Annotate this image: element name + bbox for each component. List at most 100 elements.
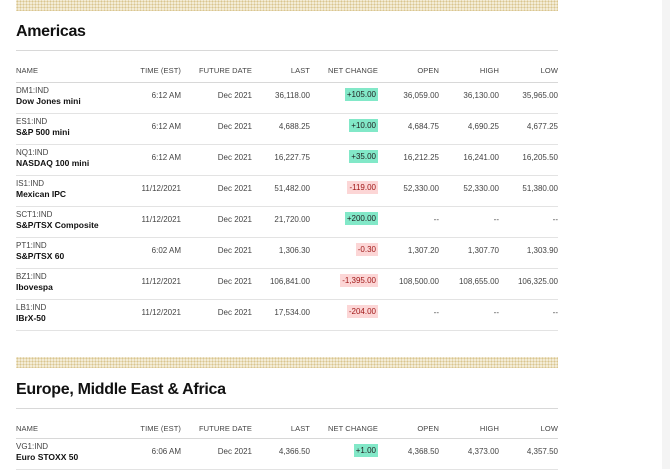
cell-name[interactable]: S&P/TSX Composite [16,220,99,230]
table-row[interactable]: SCT1:IND S&P/TSX Composite 11/12/2021 Dec 2… [16,206,558,238]
cell-future-date: Dec 2021 [217,91,252,100]
cell-low: -- [552,215,558,224]
cell-low: 35,965.00 [522,91,558,100]
cell-time: 6:12 AM [151,91,181,100]
cell-low: 106,325.00 [517,277,558,286]
cell-high: 36,130.00 [463,91,499,100]
cell-low: 1,303.90 [526,246,558,255]
cell-future-date: Dec 2021 [217,122,252,131]
cell-symbol[interactable]: LB1:IND [16,303,47,312]
cell-net-change: -1,395.00 [340,274,378,287]
cell-symbol[interactable]: ES1:IND [16,117,48,126]
cell-open: 36,059.00 [403,91,439,100]
cell-net-change: -0.30 [355,243,378,256]
cell-open: 108,500.00 [398,277,439,286]
cell-time: 11/12/2021 [141,215,181,224]
cell-open: -- [433,308,439,317]
cell-net-change: +10.00 [349,119,378,132]
column-header-open[interactable]: OPEN [417,424,439,433]
column-header-future-date[interactable]: FUTURE DATE [198,424,252,433]
cell-symbol[interactable]: VG1:IND [16,442,49,451]
section-divider-pattern [16,357,558,368]
cell-last: 21,720.00 [274,215,310,224]
cell-symbol[interactable]: NQ1:IND [16,148,49,157]
cell-low: 51,380.00 [522,184,558,193]
column-header-time[interactable]: TIME (EST) [140,424,181,433]
column-header-net-change[interactable]: NET CHANGE [327,424,378,433]
cell-future-date: Dec 2021 [217,447,252,456]
column-header-high[interactable]: HIGH [479,424,499,433]
cell-high: 1,307.70 [467,246,499,255]
cell-net-change: +105.00 [344,88,378,101]
cell-future-date: Dec 2021 [217,184,252,193]
cell-open: 4,684.75 [407,122,439,131]
cell-low: -- [552,308,558,317]
cell-symbol[interactable]: BZ1:IND [16,272,47,281]
cell-name[interactable]: S&P 500 mini [16,127,70,137]
table-header-americas: NAME TIME (EST) FUTURE DATE LAST NET CHA… [16,66,558,78]
cell-symbol[interactable]: SCT1:IND [16,210,53,219]
cell-time: 6:12 AM [151,122,181,131]
cell-net-change: -204.00 [346,305,378,318]
table-row[interactable]: LB1:IND IBrX-50 11/12/2021 Dec 2021 17,534.0… [16,299,558,331]
column-header-time[interactable]: TIME (EST) [140,66,181,75]
cell-low: 16,205.50 [522,153,558,162]
table-header-emea: NAME TIME (EST) FUTURE DATE LAST NET CHA… [16,424,558,436]
cell-high: -- [493,308,499,317]
cell-name[interactable]: Euro STOXX 50 [16,452,79,462]
cell-net-change: +1.00 [353,444,378,457]
cell-name[interactable]: Dow Jones mini [16,96,81,106]
cell-future-date: Dec 2021 [217,246,252,255]
cell-time: 11/12/2021 [141,184,181,193]
cell-high: 4,690.25 [467,122,499,131]
cell-name[interactable]: Ibovespa [16,282,53,292]
table-row[interactable]: IS1:IND Mexican IPC 11/12/2021 Dec 2021 51,4… [16,175,558,207]
column-header-name[interactable]: NAME [16,66,39,75]
column-header-name[interactable]: NAME [16,424,39,433]
cell-high: 16,241.00 [463,153,499,162]
column-header-open[interactable]: OPEN [417,66,439,75]
cell-name[interactable]: IBrX-50 [16,313,46,323]
cell-name[interactable]: NASDAQ 100 mini [16,158,90,168]
column-header-last[interactable]: LAST [290,424,310,433]
cell-future-date: Dec 2021 [217,215,252,224]
cell-high: -- [493,215,499,224]
cell-open: -- [433,215,439,224]
cell-name[interactable]: S&P/TSX 60 [16,251,65,261]
column-header-low[interactable]: LOW [540,66,558,75]
cell-symbol[interactable]: PT1:IND [16,241,47,250]
column-header-future-date[interactable]: FUTURE DATE [198,66,252,75]
cell-time: 6:02 AM [151,246,181,255]
column-header-low[interactable]: LOW [540,424,558,433]
cell-symbol[interactable]: IS1:IND [16,179,45,188]
section-title-americas: Americas [16,23,86,40]
table-row[interactable]: PT1:IND S&P/TSX 60 6:02 AM Dec 2021 1,306.30… [16,237,558,269]
cell-last: 4,688.25 [278,122,310,131]
section-divider-pattern [16,0,558,11]
table-row[interactable]: NQ1:IND NASDAQ 100 mini 6:12 AM Dec 2021 16,… [16,144,558,176]
cell-future-date: Dec 2021 [217,277,252,286]
cell-symbol[interactable]: DM1:IND [16,86,49,95]
section-rule [16,50,558,51]
column-header-last[interactable]: LAST [290,66,310,75]
cell-open: 1,307.20 [407,246,439,255]
cell-last: 16,227.75 [274,153,310,162]
cell-last: 4,366.50 [278,447,310,456]
cell-low: 4,677.25 [526,122,558,131]
cell-last: 36,118.00 [275,91,310,100]
table-row[interactable]: DM1:IND Dow Jones mini 6:12 AM Dec 2021 36,1… [16,82,558,114]
table-row[interactable]: VG1:IND Euro STOXX 50 6:06 AM Dec 2021 4,366… [16,438,558,470]
column-header-net-change[interactable]: NET CHANGE [327,66,378,75]
cell-time: 6:12 AM [151,153,181,162]
cell-last: 51,482.00 [274,184,310,193]
page-scrollbar[interactable] [662,0,670,469]
section-rule [16,408,558,409]
cell-last: 1,306.30 [278,246,310,255]
cell-name[interactable]: Mexican IPC [16,189,67,199]
table-row[interactable]: ES1:IND S&P 500 mini 6:12 AM Dec 2021 4,688.… [16,113,558,145]
table-row[interactable]: BZ1:IND Ibovespa 11/12/2021 Dec 2021 106,841… [16,268,558,300]
cell-future-date: Dec 2021 [217,153,252,162]
column-header-high[interactable]: HIGH [479,66,499,75]
cell-future-date: Dec 2021 [217,308,252,317]
cell-time: 11/12/2021 [141,277,181,286]
